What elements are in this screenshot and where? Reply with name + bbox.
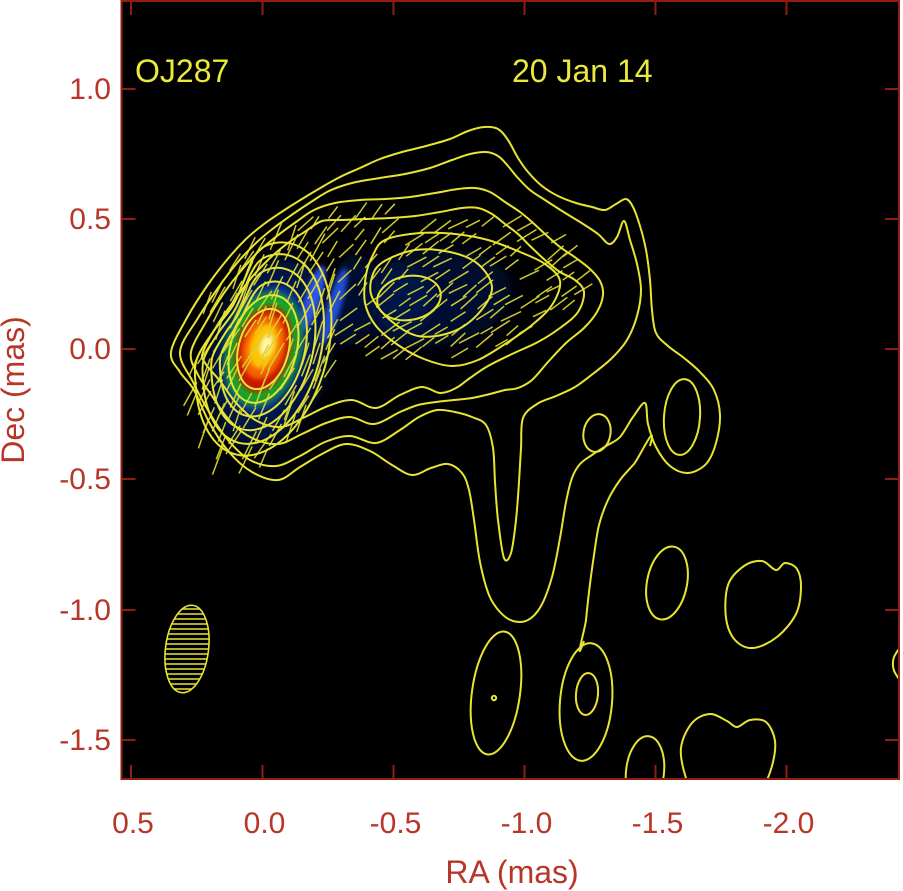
svg-text:0.0: 0.0 <box>244 807 286 840</box>
svg-text:-0.5: -0.5 <box>370 807 422 840</box>
svg-text:-1.0: -1.0 <box>59 594 111 627</box>
svg-text:Dec (mas): Dec (mas) <box>0 316 31 464</box>
svg-text:RA (mas): RA (mas) <box>445 854 578 890</box>
svg-text:0.5: 0.5 <box>69 203 111 236</box>
svg-text:-0.5: -0.5 <box>59 463 111 496</box>
svg-text:0.5: 0.5 <box>112 807 154 840</box>
svg-text:20 Jan 14: 20 Jan 14 <box>512 53 653 89</box>
svg-text:-1.0: -1.0 <box>501 807 553 840</box>
svg-text:0.0: 0.0 <box>69 333 111 366</box>
svg-text:OJ287: OJ287 <box>135 53 229 89</box>
svg-text:-1.5: -1.5 <box>632 807 684 840</box>
svg-text:1.0: 1.0 <box>69 73 111 106</box>
svg-text:-2.0: -2.0 <box>763 807 815 840</box>
svg-text:-1.5: -1.5 <box>59 724 111 757</box>
